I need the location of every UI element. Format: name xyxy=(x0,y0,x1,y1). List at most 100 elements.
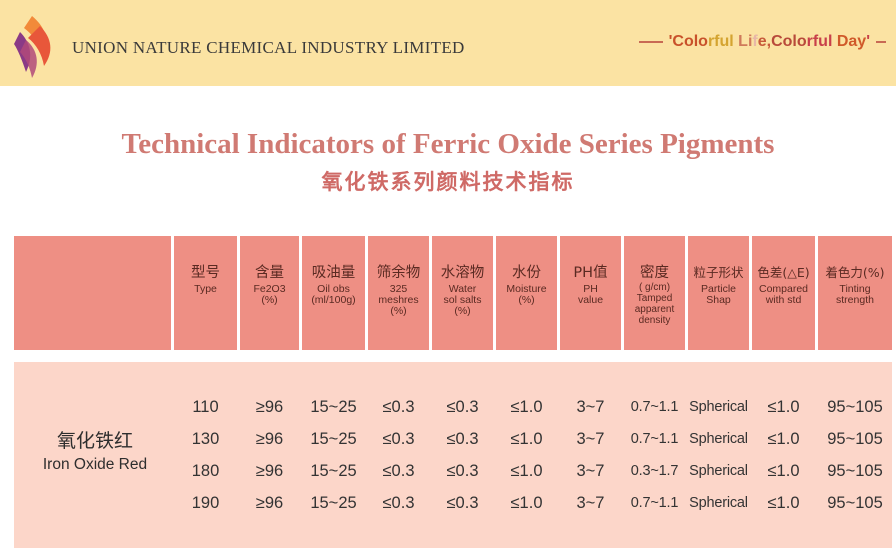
table-cell: 190 xyxy=(191,494,220,512)
table-cell: ≤1.0 xyxy=(767,462,800,480)
table-cell: 3~7 xyxy=(576,398,605,416)
column-header-chinese: 筛余物 xyxy=(376,265,421,281)
table-cell: Spherical xyxy=(689,399,748,415)
column-header-english: Type xyxy=(194,283,217,295)
table-row: 110 ≥96 15~25 ≤0.3 ≤0.3 ≤1.0 3~7 0.7~1.1 Spheric… xyxy=(0,391,896,423)
table-cell: 0.7~1.1 xyxy=(630,431,679,447)
column-header-chinese: 水溶物 xyxy=(440,265,485,281)
column-header-chinese: 吸油量 xyxy=(311,265,356,281)
table-cell: 15~25 xyxy=(310,430,357,448)
column-header-english: Water sol salts (%) xyxy=(443,283,482,317)
table-cell: 95~105 xyxy=(827,398,883,416)
column-header: 色差(△E) Compared with std xyxy=(752,236,815,350)
table-cell: ≤0.3 xyxy=(446,430,479,448)
table-cell: 15~25 xyxy=(310,494,357,512)
table-cell: ≥96 xyxy=(255,462,284,480)
table-cell: ≤1.0 xyxy=(767,430,800,448)
table-cell: ≤0.3 xyxy=(382,462,415,480)
table-cell: ≤1.0 xyxy=(767,398,800,416)
column-header: 水份 Moisture (%) xyxy=(496,236,557,350)
slogan-part: Day xyxy=(836,33,867,50)
column-header-chinese: 色差(△E) xyxy=(757,265,810,280)
table-cell: ≤1.0 xyxy=(767,494,800,512)
slogan-part: rful xyxy=(707,33,739,50)
slogan-part: e, xyxy=(757,33,772,50)
table-cell: 3~7 xyxy=(576,430,605,448)
table-cell: ≤0.3 xyxy=(382,430,415,448)
slogan-part: ' xyxy=(668,33,673,50)
column-header-english: Oil obs (ml/100g) xyxy=(311,283,356,306)
column-header: 筛余物 325 meshres (%) xyxy=(368,236,429,350)
table-cell: 95~105 xyxy=(827,430,883,448)
column-header: 密度( g/cm) Tamped apparent density xyxy=(624,236,685,350)
table-cell: 3~7 xyxy=(576,462,605,480)
column-header: 水溶物 Water sol salts (%) xyxy=(432,236,493,350)
slogan-dash-left xyxy=(638,41,663,43)
table-cell: 110 xyxy=(192,398,219,416)
column-header-english: Moisture (%) xyxy=(506,283,547,306)
slogan-part: Colo xyxy=(672,33,708,50)
slogan-part: rful xyxy=(806,33,837,50)
table-cell: ≤0.3 xyxy=(382,494,415,512)
table-cell: ≤0.3 xyxy=(446,462,479,480)
table-cell: ≤0.3 xyxy=(446,398,479,416)
table-cell: ≥96 xyxy=(255,494,284,512)
top-band xyxy=(0,0,896,86)
column-header-english: Fe2O3 (%) xyxy=(253,283,286,306)
table-cell: Spherical xyxy=(689,431,748,447)
header-corner-cell xyxy=(14,236,171,350)
column-header: 型号 Type xyxy=(174,236,237,350)
table-cell: Spherical xyxy=(689,495,748,511)
table-cell: 95~105 xyxy=(827,462,883,480)
company-name: UNION NATURE CHEMICAL INDUSTRY LIMITED xyxy=(72,38,465,57)
slogan-part: Li xyxy=(738,33,753,50)
table-cell: ≤0.3 xyxy=(446,494,479,512)
table-cell: 0.7~1.1 xyxy=(630,399,679,415)
table-cell: Spherical xyxy=(689,463,748,479)
table-cell: ≥96 xyxy=(255,398,284,416)
column-header: 粒子形状 Particle Shap xyxy=(688,236,749,350)
column-header-english: Particle Shap xyxy=(700,283,736,306)
table-row: 130 ≥96 15~25 ≤0.3 ≤0.3 ≤1.0 3~7 0.7~1.1 Spheric… xyxy=(0,423,896,455)
slogan: 'Colorful Life,Colorful Day' xyxy=(638,33,886,51)
table-cell: 0.3~1.7 xyxy=(630,463,679,479)
column-header: 着色力(%) Tinting strength xyxy=(818,236,892,350)
table-body xyxy=(14,362,892,548)
table-cell: 3~7 xyxy=(576,494,605,512)
column-header-chinese: 密度 xyxy=(640,265,669,281)
table-row: 180 ≥96 15~25 ≤0.3 ≤0.3 ≤1.0 3~7 0.3~1.7 Spheric… xyxy=(0,455,896,487)
table-cell: 15~25 xyxy=(310,462,357,480)
slogan-text: 'Colorful Life,Colorful Day' xyxy=(669,33,870,51)
table-cell: ≤1.0 xyxy=(510,430,543,448)
column-header-english: Tinting strength xyxy=(836,283,874,306)
column-header: 含量 Fe2O3 (%) xyxy=(240,236,299,350)
table-cell: ≤1.0 xyxy=(510,494,543,512)
table-cell: ≤0.3 xyxy=(382,398,415,416)
table-cell: ≤1.0 xyxy=(510,398,543,416)
table-cell: 0.7~1.1 xyxy=(630,495,679,511)
slogan-part: ' xyxy=(866,33,870,50)
slogan-dash-right xyxy=(876,41,886,43)
product-name: Iron Oxide Red xyxy=(42,456,148,473)
slogan-part: Colo xyxy=(771,33,807,50)
page-title-chinese: 氧化铁系列颜料技术指标 xyxy=(321,170,575,194)
column-header-english: 325 meshres (%) xyxy=(378,283,419,317)
column-header-chinese: 水份 xyxy=(512,265,541,281)
column-header-chinese: PH值 xyxy=(573,265,608,281)
slogan-part: f xyxy=(752,33,758,50)
table-cell: ≥96 xyxy=(255,430,284,448)
column-header-chinese: 含量 xyxy=(255,265,284,281)
column-header-chinese: 型号 xyxy=(191,265,220,281)
column-header-english: PH value xyxy=(577,283,604,306)
table-cell: 180 xyxy=(191,462,220,480)
product-name-chinese: 氧化铁红 xyxy=(56,430,133,452)
page-title: Technical Indicators of Ferric Oxide Ser… xyxy=(121,128,775,160)
column-header: PH值 PH value xyxy=(560,236,621,350)
table-cell: 130 xyxy=(191,430,220,448)
column-header-english: Compared with std xyxy=(758,283,809,306)
table-row: 190 ≥96 15~25 ≤0.3 ≤0.3 ≤1.0 3~7 0.7~1.1 Spheric… xyxy=(0,487,896,519)
column-header-chinese: 粒子形状 xyxy=(693,265,744,280)
column-header-chinese: 着色力(%) xyxy=(825,265,885,280)
column-header-english: ( g/cm) Tamped apparent density xyxy=(634,282,675,326)
table-cell: 15~25 xyxy=(310,398,357,416)
